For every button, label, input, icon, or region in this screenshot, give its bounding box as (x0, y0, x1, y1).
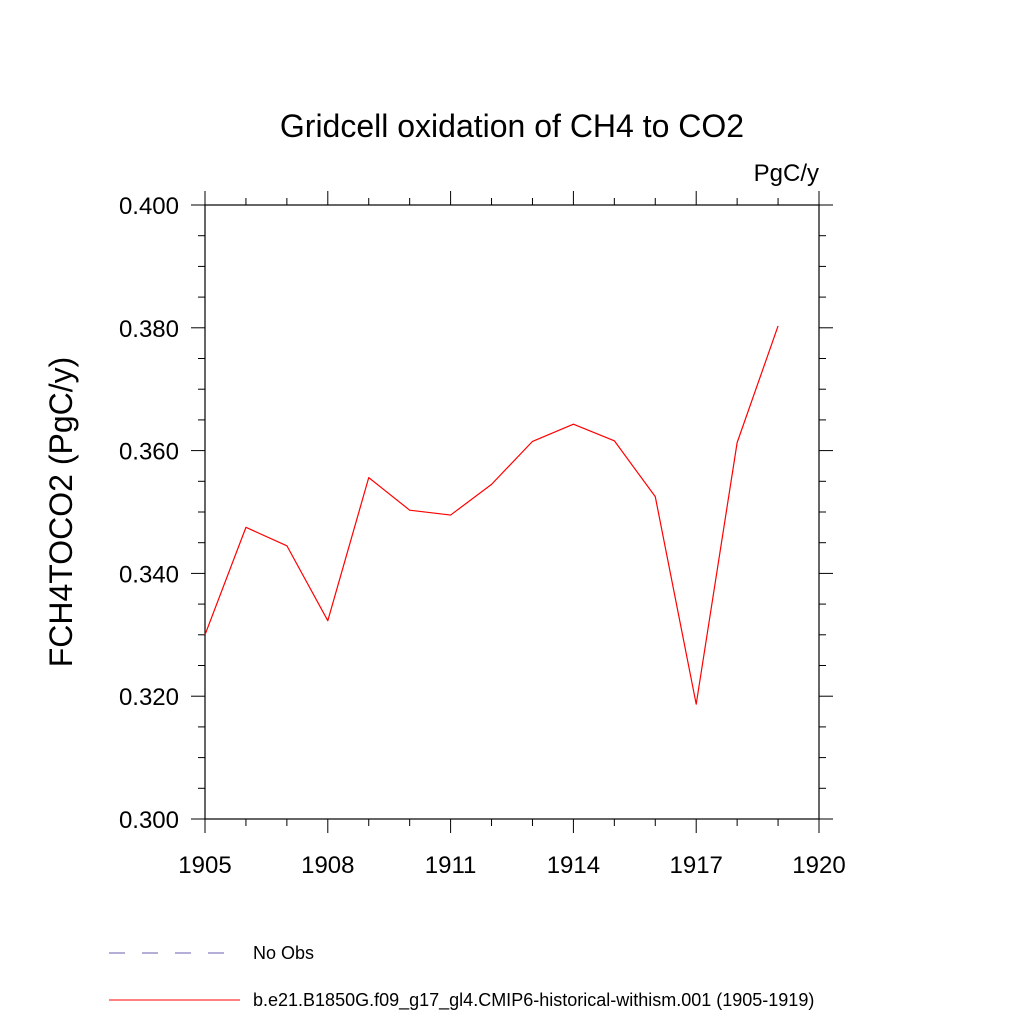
y-tick-label: 0.340 (119, 561, 179, 588)
y-tick-labels: 0.300 0.320 0.340 0.360 0.380 0.400 (119, 193, 179, 834)
x-tick-label: 1914 (547, 852, 600, 879)
data-point (408, 509, 411, 512)
x-tick-label: 1908 (301, 852, 354, 879)
plot-frame (204, 204, 820, 820)
data-point (531, 440, 534, 443)
x-tick-label: 1917 (670, 852, 723, 879)
y-tick-label: 0.320 (119, 684, 179, 711)
data-point (572, 423, 575, 426)
data-point (285, 544, 288, 547)
data-point (204, 633, 207, 636)
series-line (204, 325, 779, 705)
y-tick-label: 0.380 (119, 316, 179, 343)
legend-label-no-obs: No Obs (253, 943, 314, 963)
y-tick-label: 0.400 (119, 193, 179, 220)
y-tick-label: 0.300 (119, 807, 179, 834)
x-tick-labels: 1905 1908 1911 1914 1917 1920 (178, 852, 845, 879)
data-point (695, 703, 698, 706)
units-label: PgC/y (754, 160, 819, 187)
data-point (449, 514, 452, 517)
data-point (613, 439, 616, 442)
data-point (367, 476, 370, 479)
series-group (204, 324, 780, 706)
data-point (777, 324, 780, 327)
data-point (736, 441, 739, 444)
chart-title: Gridcell oxidation of CH4 to CO2 (280, 108, 744, 144)
legend-label-series: b.e21.B1850G.f09_g17_gl4.CMIP6-historica… (253, 990, 814, 1011)
y-tick-label: 0.360 (119, 439, 179, 466)
axis-ticks (191, 191, 833, 833)
x-tick-label: 1905 (178, 852, 231, 879)
x-tick-label: 1920 (792, 852, 845, 879)
data-point (490, 483, 493, 486)
data-point (654, 495, 657, 498)
y-axis-label: FCH4TOCO2 (PgC/y) (43, 357, 79, 668)
data-point (326, 619, 329, 622)
data-point (244, 526, 247, 529)
legend: No Obs b.e21.B1850G.f09_g17_gl4.CMIP6-hi… (109, 943, 814, 1011)
x-tick-label: 1911 (425, 852, 477, 879)
